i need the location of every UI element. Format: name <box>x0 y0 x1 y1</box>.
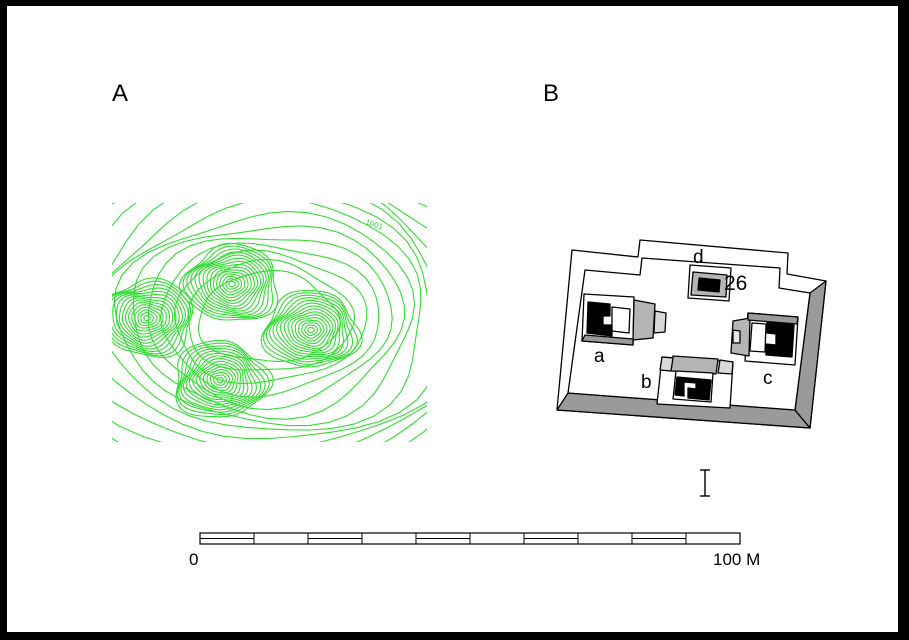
terrain-contour <box>112 203 427 440</box>
mound-contour-south <box>178 345 266 413</box>
mound-contour-west <box>127 301 167 335</box>
mound-contour-west <box>140 312 155 324</box>
terrain-contour <box>147 237 393 411</box>
mound-contour-south <box>188 355 249 403</box>
mound-contour-north <box>215 271 249 299</box>
terrain-contour <box>112 203 427 442</box>
mound-contour-south <box>213 374 227 386</box>
plaza-floor <box>567 257 811 411</box>
mound-contour-east <box>279 305 339 354</box>
mound-label-b: b <box>641 372 652 393</box>
mound-contour-south <box>192 358 245 400</box>
mound-contour-north <box>186 248 271 318</box>
terrain-contour <box>24 147 509 502</box>
terrain-contour <box>160 242 380 398</box>
mound-contour-west <box>115 294 180 347</box>
mound-label-c: c <box>763 368 773 389</box>
mound-contour-west <box>112 280 192 357</box>
mound-d <box>687 264 732 302</box>
mound-contour-west <box>131 304 164 332</box>
mound-contour-east <box>265 294 354 363</box>
mound-contour-west <box>143 314 151 321</box>
mound-contour-west <box>134 306 161 329</box>
mound-contour-east <box>272 299 344 357</box>
mound-contour-south <box>180 348 262 411</box>
terrain-contour <box>188 258 356 371</box>
mound-contour-south <box>209 371 231 389</box>
mound-contour-east <box>294 317 328 345</box>
mound-contour-north <box>219 273 246 296</box>
mound-contour-west <box>112 290 183 350</box>
mound-contour-south <box>199 363 239 396</box>
mound-contour-west <box>121 297 174 341</box>
terrain-contour <box>112 203 427 442</box>
mound-contour-east <box>291 314 331 347</box>
mound-label-d: d <box>693 247 704 268</box>
mound-contour-east <box>301 322 322 339</box>
plaza-plan <box>556 239 827 429</box>
mound-contour-west <box>112 277 194 359</box>
mound-contour-north <box>178 242 279 321</box>
mound-contour-south <box>216 377 224 384</box>
mound-contour-east <box>260 289 363 368</box>
mound-contour-west <box>137 309 158 326</box>
scale-label-start: 0 <box>189 550 199 569</box>
mound-contour-north <box>212 269 252 302</box>
terrain-contour <box>197 269 341 362</box>
mound-contour-south <box>176 342 270 416</box>
contour-map <box>24 147 509 502</box>
mound-contour-south <box>202 366 236 394</box>
mound-contour-north <box>222 275 243 293</box>
scale-bar <box>199 532 741 545</box>
mound-contour-east <box>283 308 337 352</box>
mound-contour-north <box>190 251 269 316</box>
mound-contour-east <box>307 326 315 334</box>
mound-contour-east <box>269 297 349 360</box>
mound-contour-west <box>112 287 187 353</box>
mound-contour-west <box>124 299 171 338</box>
panel-label-b: B <box>543 80 560 107</box>
mound-contour-north <box>198 257 265 312</box>
mound-contour-east <box>276 302 341 356</box>
mound-contour-north <box>209 266 256 305</box>
mound-a <box>581 293 667 346</box>
structure-number: 26 <box>724 272 748 295</box>
mound-contour-south <box>185 352 253 406</box>
mound-contour-north <box>225 278 239 290</box>
scale-label-end: 100 M <box>713 550 761 569</box>
mound-c <box>730 312 799 366</box>
mound-contour-south <box>182 350 258 408</box>
mound-contour-east <box>287 311 334 350</box>
mound-contour-south <box>195 360 242 398</box>
mound-contour-north <box>182 245 274 319</box>
mound-contour-west <box>112 283 189 355</box>
mound-label-a: a <box>594 346 605 367</box>
mound-contour-east <box>298 319 325 342</box>
mound-contour-north <box>228 280 236 288</box>
mound-contour-south <box>175 339 274 418</box>
mound-contour-west <box>118 295 177 344</box>
mound-b <box>656 355 734 409</box>
mound-contour-south <box>206 369 234 392</box>
mound-contour-north <box>206 263 259 307</box>
terrain-contour <box>408 203 427 442</box>
north-marker <box>700 469 710 497</box>
terrain-contour <box>174 249 368 385</box>
mound-contour-north <box>194 254 267 314</box>
mound-contour-east <box>304 324 318 336</box>
mound-contour-east <box>263 292 358 365</box>
terrain-contour <box>112 203 422 431</box>
panel-label-a: A <box>112 80 129 107</box>
mound-contour-north <box>202 260 262 310</box>
